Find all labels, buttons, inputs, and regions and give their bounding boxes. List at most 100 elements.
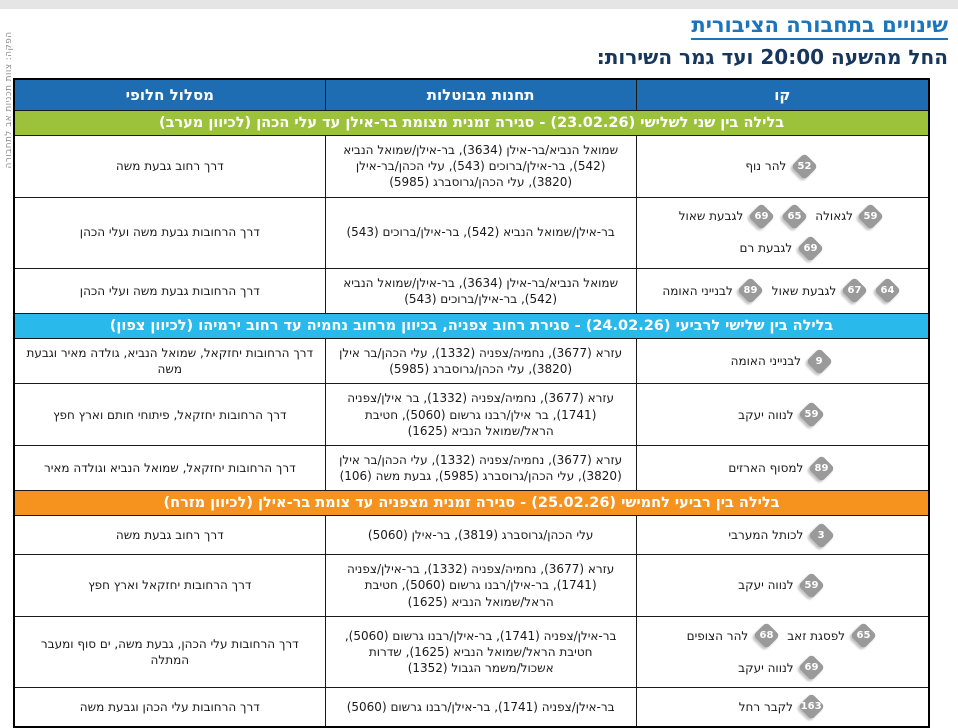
line-destination-label: לגבעת רם — [739, 241, 793, 256]
cancelled-stations-cell: עזרא (3677), נחמיה/צפניה (1332), עלי הכה… — [324, 444, 637, 492]
alternative-route-cell: דרך רחוב גבעת משה — [13, 515, 326, 556]
line-group: 89 לבנייני האומה — [662, 276, 765, 306]
page-subtitle: החל מהשעה 20:00 ועד גמר השירות: — [596, 45, 948, 69]
changes-table: קו תחנות מבוטלות מסלול חלופי בלילה בין ש… — [13, 78, 930, 728]
diamond-icon: 64 — [873, 277, 901, 305]
line-number: 59 — [804, 408, 819, 420]
cancelled-stations-cell: עזרא (3677), נחמיה/צפניה (1332), בר אילן… — [324, 383, 637, 446]
page-title: שינויים בתחבורה הציבורית — [691, 13, 948, 40]
alternative-route-cell: דרך הרחובות יחזקאל, שמואל הנביא וגולדה מ… — [13, 444, 326, 492]
line-number: 69 — [803, 242, 818, 254]
line-group: 9 לבנייני האומה — [731, 346, 834, 376]
table-row: 9 לבנייני האומה עזרא (3677), נחמיה/צפניה (… — [13, 337, 930, 385]
diamond-icon: 163 — [797, 693, 825, 721]
column-header-alternative-route: מסלול חלופי — [13, 78, 326, 111]
line-number-badge: 65 — [848, 621, 878, 651]
section-row: בלילה בין שני לשלישי (23.02.26) - סגירה … — [13, 110, 930, 136]
diamond-icon: 69 — [798, 654, 826, 682]
section-header-band: בלילה בין שני לשלישי (23.02.26) - סגירה … — [13, 110, 930, 136]
section-row: בלילה בין רביעי לחמישי (25.02.26) - סגיר… — [13, 490, 930, 517]
line-number: 68 — [759, 629, 774, 641]
diamond-icon: 59 — [857, 203, 885, 230]
table-row: 52 להר נוף שמואל הנביא/בר-אילן (3634), בר-… — [13, 135, 930, 198]
line-groups: 52 להר נוף — [643, 151, 922, 181]
diamond-icon: 68 — [752, 622, 780, 650]
line-number-badge: 69 — [797, 653, 827, 683]
line-destination-label: לגאולה — [815, 209, 853, 224]
line-number: 64 — [880, 284, 895, 296]
line-cell: 3 לכותל המערבי — [635, 515, 930, 556]
line-number-badge: 9 — [804, 346, 834, 376]
line-number: 89 — [743, 284, 758, 296]
diamond-icon: 89 — [807, 454, 835, 482]
line-number-badge: 59 — [797, 400, 827, 430]
line-number: 89 — [814, 462, 829, 474]
line-cell: 64 67 לגבעת שאול 89 לבנייני האומה — [635, 267, 930, 314]
line-groups: 59 לגאולה 65 69 לגבעת שאול 69 לגבעת רם — [643, 202, 922, 264]
line-group: 69 לגבעת רם — [740, 234, 826, 264]
line-groups: 59 לנווה יעקב — [643, 571, 922, 601]
diamond-icon: 69 — [796, 235, 824, 262]
line-destination-label: לנווה יעקב — [738, 660, 794, 675]
cancelled-stations-cell: עלי הכהן/גרוסברג (3819), בר-אילן (5060) — [324, 515, 637, 556]
line-destination-label: לגבעת שאול — [771, 283, 837, 298]
diamond-icon: 89 — [737, 277, 765, 305]
line-cell: 59 לנווה יעקב — [635, 383, 930, 446]
table-row: 59 לנווה יעקב עזרא (3677), נחמיה/צפניה (13… — [13, 554, 930, 617]
line-number-badge: 59 — [797, 571, 827, 601]
section-row: בלילה בין שלישי לרביעי (24.02.26) - סגיר… — [13, 312, 930, 339]
cancelled-stations-cell: בר-אילן/צפניה (1741), בר-אילן/רבנו גרשום… — [324, 686, 637, 728]
line-destination-label: לכותל המערבי — [728, 528, 804, 543]
credit-vertical-text: הפקה: צוות תכניות אב לתחבורה — [4, 31, 14, 169]
top-gray-strip — [0, 0, 958, 9]
cancelled-stations-cell: עזרא (3677), נחמיה/צפניה (1332), בר-אילן… — [324, 554, 637, 617]
cancelled-stations-cell: בר-אילן/צפניה (1741), בר-אילן/רבנו גרשום… — [324, 615, 637, 688]
line-number: 69 — [754, 210, 769, 222]
diamond-icon: 65 — [849, 622, 877, 650]
line-cell: 163 לקבר רחל — [635, 686, 930, 728]
section-header-band: בלילה בין רביעי לחמישי (25.02.26) - סגיר… — [13, 490, 930, 517]
alternative-route-cell: דרך הרחובות גבעת משה ועלי הכהן — [13, 196, 326, 269]
line-groups: 65 לפסגת זאב 68 להר הצופים 69 לנווה יעקב — [643, 621, 922, 683]
diamond-icon: 59 — [798, 572, 826, 599]
alternative-route-cell: דרך הרחובות גבעת משה ועלי הכהן — [13, 267, 326, 314]
line-destination-label: לפסגת זאב — [787, 628, 846, 643]
line-number-badge: 89 — [806, 453, 836, 483]
line-destination-label: לבנייני האומה — [730, 354, 802, 369]
line-cell: 65 לפסגת זאב 68 להר הצופים 69 לנווה יעקב — [635, 615, 930, 688]
line-number-badge: 64 — [872, 276, 902, 306]
line-groups: 3 לכותל המערבי — [643, 520, 922, 550]
line-group: 163 לקבר רחל — [739, 692, 826, 722]
line-destination-label: לנווה יעקב — [738, 578, 794, 593]
cancelled-stations-cell: בר-אילן/שמואל הנביא (542), בר-אילן/ברוכי… — [324, 196, 637, 269]
line-number: 52 — [797, 160, 812, 172]
line-group: 3 לכותל המערבי — [728, 520, 836, 550]
line-number: 59 — [864, 210, 878, 222]
diamond-icon: 69 — [747, 203, 775, 230]
table-row: 3 לכותל המערבי עלי הכהן/גרוסברג (3819), בר… — [13, 515, 930, 556]
diamond-icon: 9 — [805, 347, 833, 375]
diamond-icon: 65 — [780, 203, 808, 230]
cancelled-stations-cell: שמואל הנביא/בר-אילן (3634), בר-אילן/שמוא… — [324, 267, 637, 314]
line-destination-label: להר הצופים — [686, 628, 749, 643]
line-group: 65 לפסגת זאב — [787, 621, 878, 651]
line-number: 9 — [815, 355, 823, 367]
line-cell: 89 למסוף הארזים — [635, 444, 930, 492]
line-group: 69 לנווה יעקב — [738, 653, 826, 683]
alternative-route-cell: דרך הרחובות יחזקאל, פיתוחי חותם וארץ חפץ — [13, 383, 326, 446]
line-number-badge: 89 — [736, 276, 766, 306]
alternative-route-cell: דרך הרחובות עלי הכהן, גבעת משה, ים סוף ו… — [13, 615, 326, 688]
alternative-route-cell: דרך רחוב גבעת משה — [13, 135, 326, 198]
line-destination-label: לבנייני האומה — [662, 283, 733, 298]
line-destination-label: לגבעת שאול — [678, 209, 744, 224]
line-number-badge: 67 — [839, 276, 869, 306]
table-row: 59 לנווה יעקב עזרא (3677), נחמיה/צפניה (13… — [13, 383, 930, 446]
table-header: קו תחנות מבוטלות מסלול חלופי — [13, 78, 930, 111]
diamond-icon: 3 — [807, 521, 835, 549]
cancelled-stations-cell: שמואל הנביא/בר-אילן (3634), בר-אילן/שמוא… — [324, 135, 637, 198]
column-header-line: קו — [635, 78, 930, 111]
line-number: 163 — [800, 700, 822, 712]
page-header: שינויים בתחבורה הציבורית החל מהשעה 20:00… — [0, 0, 958, 69]
line-groups: 59 לנווה יעקב — [643, 400, 922, 430]
line-number-badge: 3 — [806, 520, 836, 550]
